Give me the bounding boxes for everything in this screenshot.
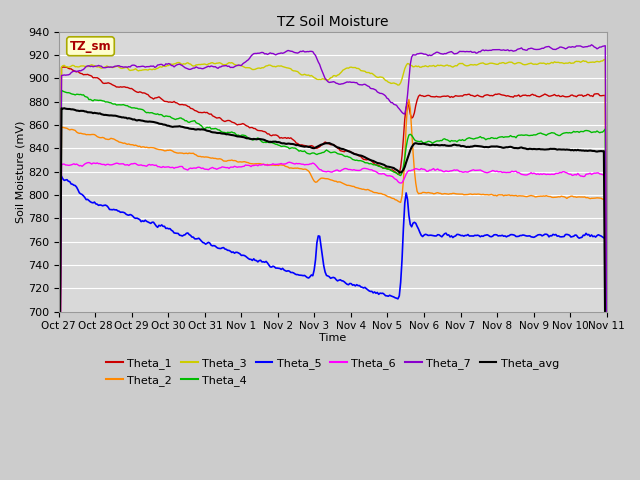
Theta_2 xyxy=(603,429,611,434)
Theta_7 xyxy=(399,111,407,117)
Theta_5 xyxy=(454,232,462,238)
Line: Theta_6: Theta_6 xyxy=(59,162,607,480)
Theta_7 xyxy=(603,313,611,319)
Line: Theta_5: Theta_5 xyxy=(59,173,607,480)
Line: Theta_4: Theta_4 xyxy=(59,90,607,480)
Theta_7 xyxy=(272,52,280,58)
Theta_3 xyxy=(399,71,407,76)
Theta_2 xyxy=(452,191,460,197)
Theta_4 xyxy=(452,138,460,144)
Theta_5 xyxy=(235,250,243,256)
Theta_5 xyxy=(401,200,408,206)
Legend: Theta_1, Theta_2, Theta_3, Theta_4, Theta_5, Theta_6, Theta_7, Theta_avg: Theta_1, Theta_2, Theta_3, Theta_4, Thet… xyxy=(102,354,564,390)
Theta_6 xyxy=(285,159,293,165)
Theta_1 xyxy=(59,64,67,70)
Line: Theta_2: Theta_2 xyxy=(59,99,607,480)
Theta_avg xyxy=(452,142,460,148)
Theta_5 xyxy=(273,265,281,271)
Theta_6 xyxy=(121,162,129,168)
X-axis label: Time: Time xyxy=(319,333,346,343)
Theta_1 xyxy=(401,116,408,122)
Theta_5 xyxy=(122,211,130,217)
Theta_5 xyxy=(56,170,64,176)
Theta_1 xyxy=(454,93,462,99)
Line: Theta_avg: Theta_avg xyxy=(59,108,607,480)
Theta_6 xyxy=(234,164,241,170)
Theta_1 xyxy=(235,121,243,127)
Theta_6 xyxy=(401,175,408,180)
Theta_3 xyxy=(602,57,609,62)
Theta_7 xyxy=(588,42,595,48)
Theta_1 xyxy=(603,350,611,356)
Theta_avg xyxy=(401,164,408,170)
Theta_avg xyxy=(235,133,243,139)
Text: TZ_sm: TZ_sm xyxy=(70,40,111,53)
Theta_avg xyxy=(122,115,130,120)
Theta_3 xyxy=(121,65,129,71)
Theta_7 xyxy=(453,50,461,56)
Theta_6 xyxy=(272,161,280,167)
Theta_4 xyxy=(122,103,130,108)
Theta_5 xyxy=(452,233,460,239)
Theta_1 xyxy=(452,93,460,98)
Theta_3 xyxy=(272,64,280,70)
Theta_6 xyxy=(603,409,611,415)
Title: TZ Soil Moisture: TZ Soil Moisture xyxy=(277,15,388,29)
Theta_3 xyxy=(451,63,458,69)
Theta_4 xyxy=(603,375,611,381)
Theta_2 xyxy=(121,140,129,146)
Theta_2 xyxy=(399,178,407,183)
Theta_6 xyxy=(452,168,460,173)
Theta_2 xyxy=(272,163,280,168)
Line: Theta_3: Theta_3 xyxy=(59,60,607,480)
Theta_7 xyxy=(234,63,241,69)
Line: Theta_7: Theta_7 xyxy=(59,45,607,480)
Theta_1 xyxy=(122,84,130,90)
Theta_4 xyxy=(273,142,281,147)
Theta_avg xyxy=(273,139,281,145)
Theta_avg xyxy=(60,106,68,111)
Theta_4 xyxy=(401,155,408,161)
Line: Theta_1: Theta_1 xyxy=(59,67,607,480)
Theta_1 xyxy=(273,132,281,138)
Y-axis label: Soil Moisture (mV): Soil Moisture (mV) xyxy=(15,120,25,223)
Theta_2 xyxy=(234,159,241,165)
Theta_4 xyxy=(454,138,462,144)
Theta_avg xyxy=(454,143,462,148)
Theta_2 xyxy=(454,191,462,197)
Theta_2 xyxy=(405,96,413,102)
Theta_4 xyxy=(235,132,243,138)
Theta_6 xyxy=(454,168,462,173)
Theta_4 xyxy=(58,87,65,93)
Theta_7 xyxy=(451,51,458,57)
Theta_3 xyxy=(603,324,611,330)
Theta_3 xyxy=(453,63,461,69)
Theta_3 xyxy=(234,62,241,68)
Theta_7 xyxy=(121,64,129,70)
